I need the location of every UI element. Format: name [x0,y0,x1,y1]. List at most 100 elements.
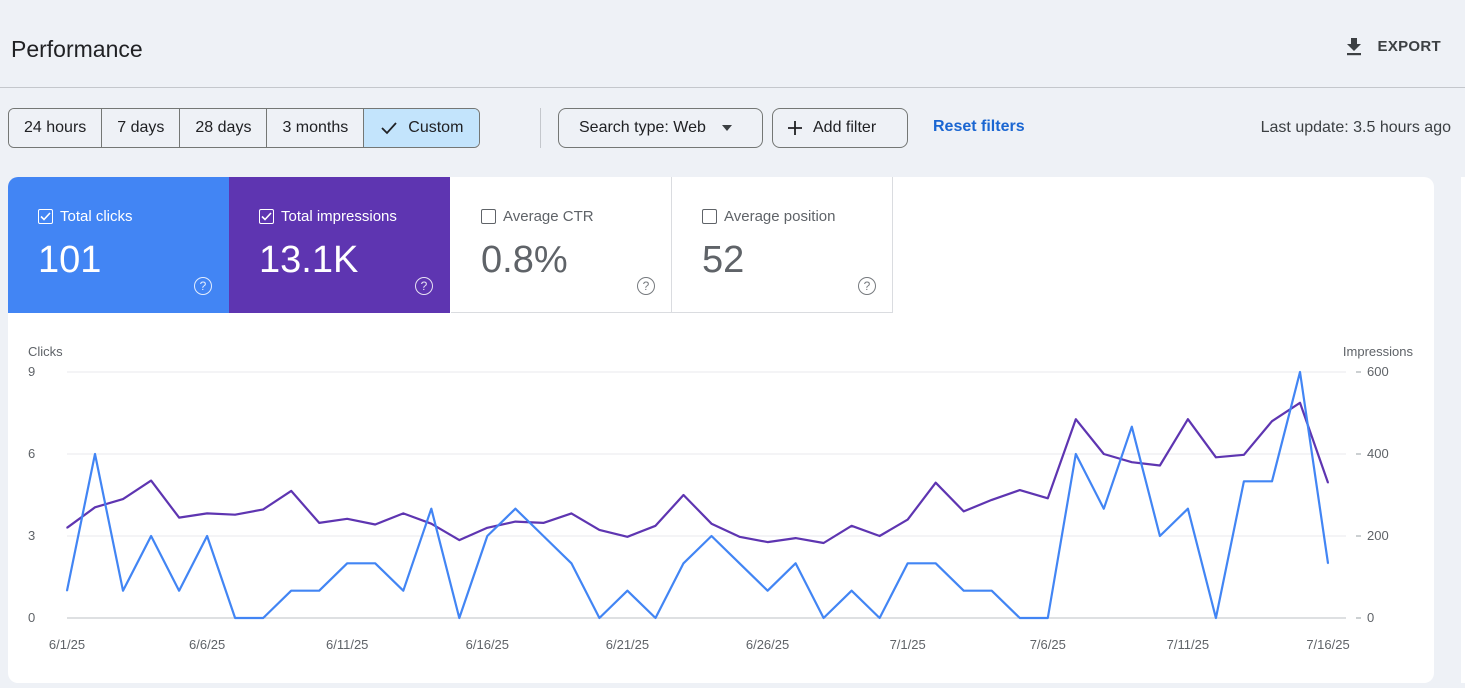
series-line-impressions [66,401,1330,545]
data-point-impressions [822,542,825,544]
x-tick-label: 6/6/25 [189,637,225,652]
data-point-impressions [682,494,685,496]
search-type-dropdown[interactable]: Search type: Web [558,108,763,148]
data-point-impressions [430,522,433,525]
page-title: Performance [11,36,143,62]
right-axis-title: Impressions [1343,344,1414,359]
data-point-clicks [626,589,629,592]
range-28-days[interactable]: 28 days [180,109,268,147]
metric-average-ctr[interactable]: Average CTR 0.8% ? [451,177,672,313]
data-point-clicks [934,562,937,565]
metric-label: Total clicks [60,208,133,225]
data-point-clicks [542,535,545,537]
data-point-clicks [570,562,573,565]
metric-value: 52 [702,239,745,281]
reset-filters-link[interactable]: Reset filters [933,118,1025,135]
metric-total-impressions[interactable]: Total impressions 13.1K ? [229,177,450,313]
data-point-clicks [430,507,433,510]
add-filter-button[interactable]: Add filter [772,108,908,148]
left-tick-label: 0 [28,610,35,625]
data-point-impressions [654,524,657,527]
data-point-clicks [94,453,96,455]
data-point-clicks [654,617,657,619]
data-point-clicks [1327,562,1329,565]
data-point-impressions [514,520,517,523]
checkbox-checked-icon[interactable] [259,209,274,224]
range-24-hours[interactable]: 24 hours [9,109,103,147]
help-icon[interactable]: ? [858,277,876,295]
data-point-impressions [1159,464,1161,467]
help-icon[interactable]: ? [415,277,433,295]
right-tick-label: 400 [1367,446,1389,461]
search-type-label: Search type: Web [579,119,706,136]
range-label: 7 days [117,119,165,136]
x-tick-label: 6/16/25 [466,637,509,652]
range-label: 24 hours [24,119,87,136]
checkbox-unchecked-icon[interactable] [481,209,496,224]
data-point-impressions [1075,418,1077,420]
data-point-clicks [1299,371,1301,373]
data-point-clicks [990,589,993,592]
data-point-impressions [1103,453,1105,455]
data-point-impressions [122,498,124,500]
data-point-impressions [94,506,96,509]
data-point-impressions [1327,481,1329,484]
help-icon[interactable]: ? [194,277,212,295]
data-point-clicks [710,535,713,537]
data-point-impressions [962,510,965,513]
range-3-months[interactable]: 3 months [267,109,365,147]
x-tick-label: 6/21/25 [606,637,649,652]
performance-card: Total clicks 101 ? Total impressions 13.… [8,177,1434,683]
check-icon [381,122,397,135]
data-point-impressions [1243,454,1245,456]
left-tick-label: 6 [28,446,35,461]
data-point-clicks [206,535,208,537]
data-point-clicks [1215,617,1217,619]
data-point-impressions [850,524,853,527]
data-point-clicks [178,589,180,592]
data-point-impressions [318,522,321,524]
data-point-impressions [794,537,797,539]
data-point-impressions [626,536,629,538]
data-point-clicks [1271,480,1273,483]
data-point-impressions [1046,497,1049,500]
data-point-clicks [850,589,853,592]
metric-value: 101 [38,239,102,281]
left-tick-label: 3 [28,528,35,543]
data-point-clicks [1187,507,1189,510]
x-tick-label: 7/6/25 [1030,637,1066,652]
data-point-impressions [66,527,68,529]
page-header: Performance EXPORT [0,0,1465,88]
data-point-impressions [598,529,601,531]
data-point-clicks [1075,453,1077,455]
data-point-clicks [766,589,769,592]
range-custom[interactable]: Custom [364,109,480,147]
scrollbar-track[interactable] [1461,177,1465,683]
right-tick-label: 200 [1367,528,1389,543]
data-point-clicks [66,589,68,592]
right-tick-label: 600 [1367,364,1389,379]
series-line-clicks [65,370,1330,620]
export-button[interactable]: EXPORT [1344,36,1441,56]
metric-label-row: Average position [702,208,835,225]
data-point-impressions [458,539,461,541]
data-point-clicks [598,617,601,619]
data-point-clicks [346,562,349,565]
checkbox-unchecked-icon[interactable] [702,209,717,224]
data-point-impressions [262,508,264,511]
data-point-impressions [766,541,769,543]
metric-total-clicks[interactable]: Total clicks 101 ? [8,177,229,313]
data-point-clicks [122,589,124,592]
data-point-clicks [1046,617,1049,619]
data-point-clicks [486,535,489,537]
metric-average-position[interactable]: Average position 52 ? [672,177,893,313]
metric-label-row: Average CTR [481,208,594,225]
data-point-impressions [1018,489,1021,491]
x-tick-label: 6/11/25 [326,637,368,652]
range-7-days[interactable]: 7 days [102,109,181,147]
help-icon[interactable]: ? [637,277,655,295]
left-axis-title: Clicks [28,344,63,359]
data-point-impressions [1271,420,1273,422]
range-label: 3 months [282,119,349,136]
checkbox-checked-icon[interactable] [38,209,53,224]
